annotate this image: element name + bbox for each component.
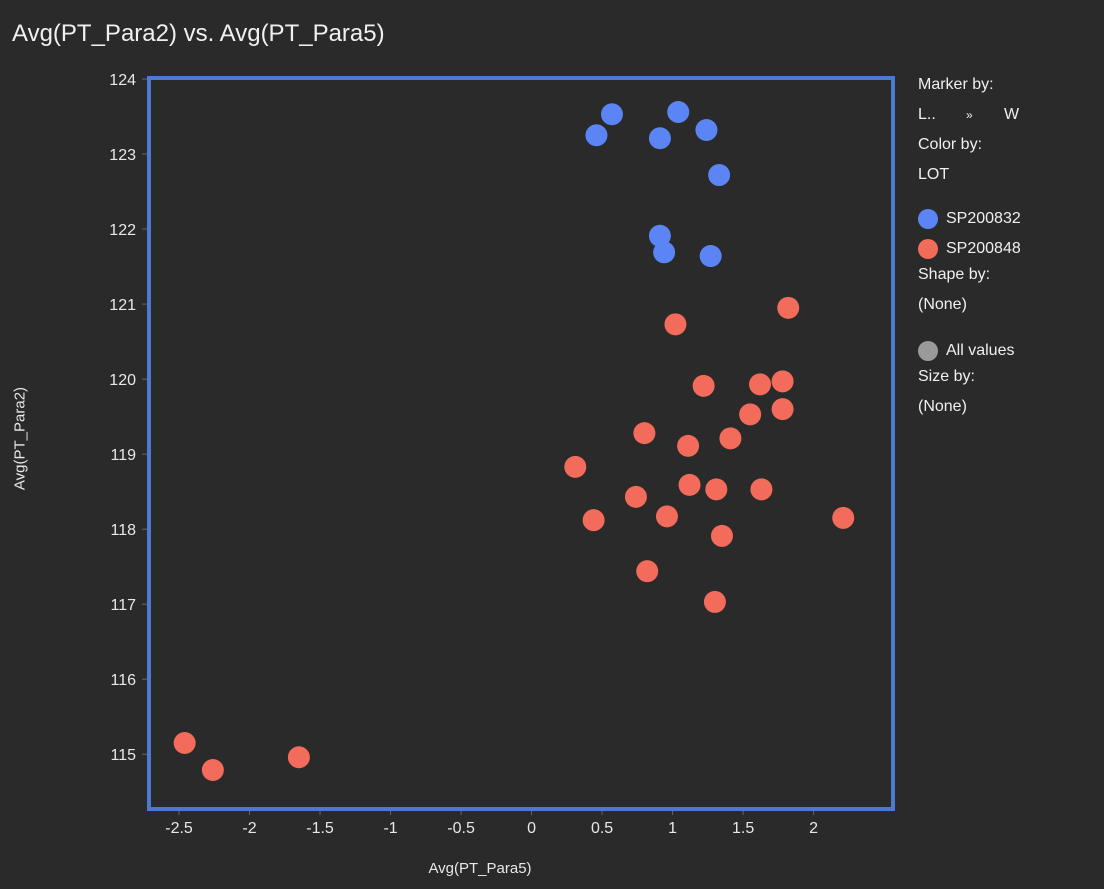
- data-point: [832, 506, 855, 529]
- x-tick-label: 0: [527, 820, 536, 837]
- x-tick-label: -1: [383, 820, 397, 837]
- legend-dot-icon: [918, 209, 938, 229]
- data-point: [699, 245, 722, 268]
- data-point: [750, 478, 773, 501]
- y-tick-label: 122: [109, 222, 136, 239]
- x-tick-label: 1: [668, 820, 677, 837]
- data-point: [739, 403, 762, 426]
- data-point: [705, 478, 728, 501]
- data-point: [564, 455, 587, 478]
- legend: Marker by: L.. » W Color by: LOT SP20083…: [918, 74, 1021, 426]
- legend-item-sp200832[interactable]: SP200832: [918, 204, 1021, 234]
- data-point: [771, 370, 794, 393]
- data-point: [648, 127, 671, 150]
- data-point: [692, 374, 715, 397]
- data-point: [771, 398, 794, 421]
- y-tick-label: 121: [109, 297, 136, 314]
- data-point: [708, 164, 731, 187]
- shape-by-value[interactable]: (None): [918, 296, 967, 313]
- shape-by-label: Shape by:: [918, 266, 991, 283]
- data-point: [636, 560, 659, 583]
- data-point: [201, 758, 224, 781]
- y-axis-label: Avg(PT_Para2): [11, 386, 29, 491]
- y-tick-label: 119: [110, 447, 136, 464]
- data-point: [655, 505, 678, 528]
- data-point: [667, 101, 690, 124]
- y-tick-label: 120: [109, 372, 136, 389]
- data-point: [287, 746, 310, 769]
- plot-border: [147, 76, 895, 811]
- size-by-label: Size by:: [918, 368, 975, 385]
- data-point: [777, 296, 800, 319]
- data-point: [582, 509, 605, 532]
- y-tick-label: 116: [110, 672, 136, 689]
- data-point: [695, 119, 718, 142]
- data-point: [173, 731, 196, 754]
- data-point: [703, 590, 726, 613]
- data-point: [653, 241, 676, 264]
- marker-by-selector[interactable]: L.. » W: [918, 104, 1021, 134]
- y-tick-label: 123: [109, 147, 136, 164]
- chart-title: Avg(PT_Para2) vs. Avg(PT_Para5): [12, 20, 385, 47]
- legend-dot-icon: [918, 341, 938, 361]
- y-tick-label: 117: [110, 597, 136, 614]
- data-point: [633, 422, 656, 445]
- legend-item-label: SP200848: [946, 240, 1021, 257]
- data-point: [648, 224, 671, 247]
- legend-item-label: All values: [946, 342, 1015, 359]
- x-tick-label: -2: [242, 820, 256, 837]
- marker-by-separator: »: [966, 108, 973, 122]
- data-point: [710, 524, 733, 547]
- marker-by-label: Marker by:: [918, 76, 994, 93]
- color-by-label: Color by:: [918, 136, 983, 153]
- legend-item-label: SP200832: [946, 210, 1021, 227]
- y-tick-label: 115: [110, 747, 136, 764]
- marker-by-right[interactable]: W: [1004, 106, 1020, 123]
- size-by-value[interactable]: (None): [918, 398, 967, 415]
- x-axis-label: Avg(PT_Para5): [428, 860, 532, 877]
- y-tick-label: 118: [110, 522, 136, 539]
- color-by-value[interactable]: LOT: [918, 166, 950, 183]
- x-tick-label: 0.5: [591, 820, 613, 837]
- x-tick-label: -2.5: [165, 820, 193, 837]
- y-tick-label: 124: [109, 72, 136, 89]
- data-point: [664, 313, 687, 336]
- data-point: [624, 485, 647, 508]
- legend-item-sp200848[interactable]: SP200848: [918, 234, 1021, 264]
- x-tick-label: 1.5: [732, 820, 754, 837]
- data-point: [600, 103, 623, 126]
- marker-by-left[interactable]: L..: [918, 106, 936, 123]
- legend-dot-icon: [918, 239, 938, 259]
- data-point: [749, 373, 772, 396]
- x-tick-label: 2: [809, 820, 818, 837]
- data-point: [585, 124, 608, 147]
- legend-item-all-values[interactable]: All values: [918, 336, 1021, 366]
- data-point: [678, 473, 701, 496]
- data-point: [719, 427, 742, 450]
- x-tick-label: -0.5: [447, 820, 475, 837]
- data-point: [677, 434, 700, 457]
- x-tick-label: -1.5: [306, 820, 334, 837]
